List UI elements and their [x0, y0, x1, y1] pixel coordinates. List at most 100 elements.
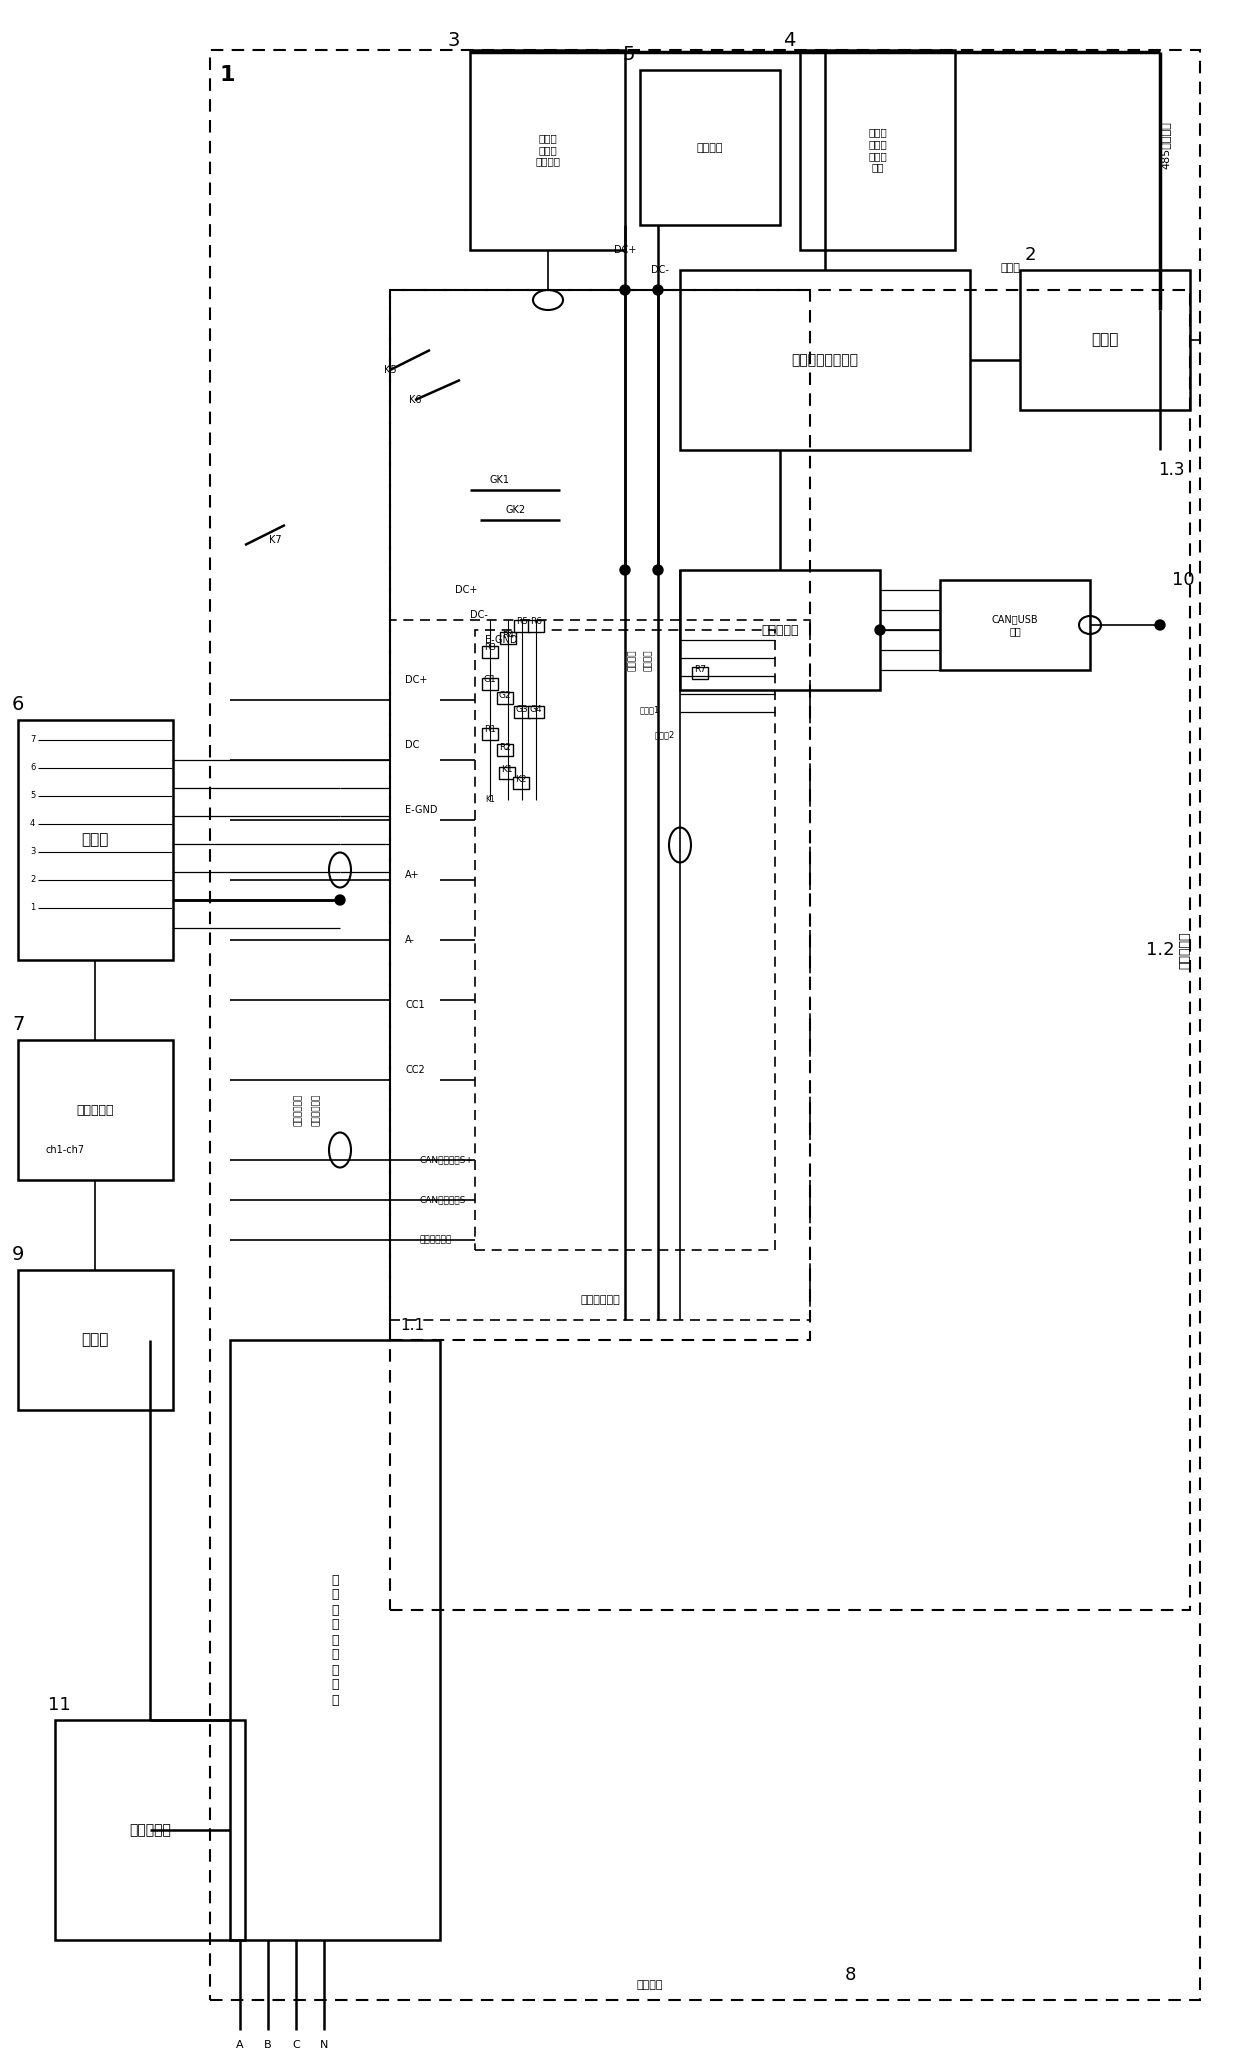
Bar: [210, 49, 1200, 2000]
Text: 电唸取样: 电唸取样: [627, 648, 636, 671]
Circle shape: [620, 566, 630, 574]
Text: DC-: DC-: [651, 265, 668, 276]
Bar: [528, 706, 544, 718]
Text: 仪器测试连座: 仪器测试连座: [420, 1235, 453, 1245]
Bar: [640, 70, 780, 224]
Bar: [19, 1039, 174, 1179]
Bar: [680, 570, 880, 689]
Text: K5: K5: [383, 364, 397, 375]
Bar: [680, 270, 970, 451]
Bar: [391, 290, 1190, 1609]
Text: 以太网: 以太网: [1001, 263, 1021, 274]
Text: GK1: GK1: [490, 475, 510, 486]
Text: 被
测
直
流
充
电
桦
接
口: 被 测 直 流 充 电 桦 接 口: [331, 1574, 339, 1706]
Text: 485通信总线: 485通信总线: [1159, 121, 1171, 169]
Text: 检测系统接口: 检测系统接口: [580, 1294, 620, 1305]
Text: G4: G4: [529, 706, 542, 714]
Text: CC1: CC1: [405, 1000, 424, 1010]
Text: A-: A-: [405, 934, 415, 945]
Text: 11: 11: [48, 1696, 71, 1714]
Text: 1: 1: [219, 66, 236, 84]
Text: N: N: [320, 2039, 329, 2050]
Bar: [482, 646, 498, 659]
Text: DC+: DC+: [614, 245, 636, 255]
Bar: [470, 49, 625, 249]
Text: 2: 2: [30, 875, 35, 885]
Text: K1: K1: [485, 796, 495, 805]
Text: 检测点2: 检测点2: [655, 731, 675, 739]
Text: 示波器: 示波器: [82, 1332, 109, 1348]
Text: 10: 10: [1172, 570, 1195, 589]
Circle shape: [335, 895, 345, 906]
Text: 录波器: 录波器: [82, 833, 109, 848]
Text: 直流模拟器: 直流模拟器: [1178, 932, 1192, 969]
Text: 5: 5: [622, 45, 635, 64]
Bar: [498, 768, 515, 780]
Text: A+: A+: [405, 871, 419, 881]
Text: CAN转USB
模块: CAN转USB 模块: [992, 613, 1038, 636]
Text: R3: R3: [484, 644, 496, 652]
Bar: [497, 691, 513, 704]
Bar: [55, 1720, 246, 1941]
Bar: [475, 630, 775, 1249]
Text: A: A: [236, 2039, 244, 2050]
Text: DC+: DC+: [405, 675, 428, 685]
Text: 模拟电源: 模拟电源: [697, 142, 723, 152]
Bar: [1021, 270, 1190, 410]
Circle shape: [875, 626, 885, 636]
Text: 信号选频器: 信号选频器: [76, 1103, 114, 1117]
Text: K6: K6: [409, 395, 422, 405]
Text: 4: 4: [782, 31, 795, 49]
Text: 4: 4: [30, 819, 35, 829]
Bar: [513, 778, 529, 788]
Text: DC-: DC-: [470, 609, 487, 619]
Bar: [515, 706, 529, 718]
Text: CAN总线通信S+: CAN总线通信S+: [420, 1155, 474, 1165]
Text: 1: 1: [30, 903, 35, 912]
Text: K1: K1: [501, 766, 513, 774]
Text: R4: R4: [502, 630, 513, 640]
Text: 电流取样: 电流取样: [644, 648, 652, 671]
Bar: [692, 667, 708, 679]
Text: 检测点1: 检测点1: [640, 706, 660, 714]
Text: G3: G3: [516, 706, 528, 714]
Text: 1.3: 1.3: [1158, 461, 1185, 480]
Text: R6: R6: [529, 617, 542, 626]
Text: 2: 2: [1025, 247, 1037, 263]
Text: CAN总线通信S: CAN总线通信S: [420, 1196, 466, 1204]
Text: G2: G2: [498, 691, 511, 700]
Circle shape: [653, 284, 663, 294]
Text: R7: R7: [694, 665, 706, 675]
Text: ch1-ch7: ch1-ch7: [46, 1144, 84, 1155]
Text: 直流电唸采样: 直流电唸采样: [311, 1095, 320, 1126]
Text: K7: K7: [269, 535, 281, 545]
Bar: [500, 632, 516, 644]
Bar: [497, 745, 513, 755]
Text: DC: DC: [405, 741, 419, 749]
Bar: [229, 1340, 440, 1941]
Text: 模数转换器: 模数转换器: [761, 624, 799, 636]
Bar: [19, 1270, 174, 1410]
Bar: [940, 580, 1090, 671]
Text: 直流电流采样: 直流电流采样: [294, 1095, 303, 1126]
Bar: [800, 49, 955, 249]
Text: C: C: [293, 2039, 300, 2050]
Text: 供电插头: 供电插头: [637, 1980, 663, 1990]
Text: CC2: CC2: [405, 1064, 425, 1074]
Text: 充电桦
带载能
力测试
设备: 充电桦 带载能 力测试 设备: [869, 128, 888, 173]
Circle shape: [620, 284, 630, 294]
Bar: [482, 729, 498, 741]
Text: 3: 3: [30, 848, 36, 856]
Text: GK2: GK2: [505, 504, 525, 514]
Text: 8: 8: [844, 1965, 857, 1984]
Bar: [19, 720, 174, 959]
Text: 功率分析仪: 功率分析仪: [129, 1823, 171, 1838]
Bar: [482, 677, 498, 689]
Text: 模拟充
电过程
测试设备: 模拟充 电过程 测试设备: [536, 134, 560, 167]
Text: E-GND: E-GND: [405, 805, 438, 815]
Text: 5: 5: [30, 792, 35, 801]
Text: 1.1: 1.1: [401, 1317, 424, 1332]
Text: E-GND: E-GND: [485, 636, 517, 644]
Text: 6: 6: [30, 764, 36, 772]
Circle shape: [1154, 619, 1166, 630]
